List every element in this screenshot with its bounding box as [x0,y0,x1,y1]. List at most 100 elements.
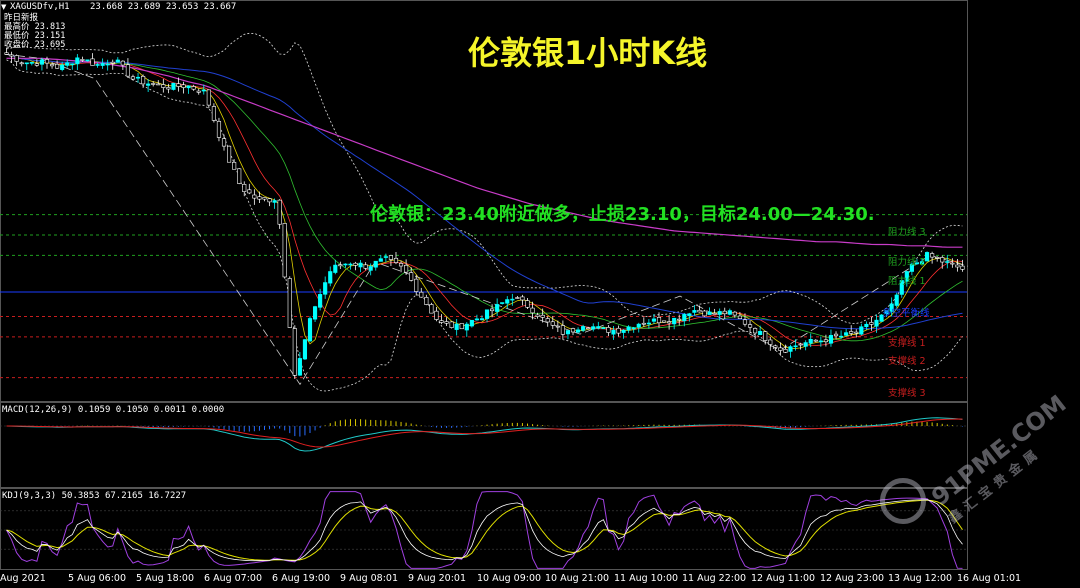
x-tick-label: 10 Aug 09:00 [477,573,542,584]
candle-body [404,264,409,273]
x-tick-label: 10 Aug 21:00 [545,573,610,584]
menu-arrow-icon[interactable]: ▼ [1,3,7,11]
candle-body [176,83,181,87]
ohlc-readout: 23.668 23.689 23.653 23.667 [90,2,237,12]
candle-body [874,319,879,327]
candle-body [70,63,75,66]
x-tick-label: 13 Aug 12:00 [888,573,953,584]
candle-body [677,318,682,321]
candle-body [323,282,328,295]
candle-body [510,298,515,301]
candle-body [737,315,742,319]
candle-body [601,327,606,330]
candle-body [545,318,550,323]
symbol-label: XAGUSDfv,H1 [10,2,70,12]
candle-body [292,328,297,376]
candle-body [682,314,687,322]
candle-body [252,194,257,199]
level-label-resistance-3: 阻力线 3 [888,227,926,238]
candle-body [277,199,282,225]
candle-body [318,294,323,308]
candle-body [125,64,130,77]
candle-body [495,304,500,312]
candle-body [747,324,753,328]
candle-body [945,261,950,263]
candle-body [44,59,50,64]
prev-close: 收盘价 23.695 [4,40,66,50]
candle-body [793,345,798,348]
ma-10-line [6,53,963,346]
candle-body [424,297,429,305]
candle-body [282,223,287,278]
candle-body [576,329,581,333]
candle-body [651,318,657,322]
x-tick-label: 9 Aug 20:01 [408,573,467,584]
candle-body [95,64,100,66]
candle-body [287,278,292,328]
candle-body [555,325,560,328]
candle-body [581,326,586,331]
candle-body [14,55,19,62]
candle-body [591,326,596,330]
candle-body [808,339,813,344]
candle-body [4,52,9,55]
candle-body [297,358,302,376]
candle-body [636,323,641,328]
candle-body [540,314,545,318]
candle-body [661,320,667,323]
candle-body [727,310,732,315]
ma-long-line [6,57,963,248]
candle-body [474,318,479,321]
candle-body [667,321,672,324]
candle-body [904,271,909,282]
candle-body [49,64,55,67]
candle-body [449,321,454,328]
candle-body [813,339,818,342]
candle-body [788,346,793,352]
candle-body [398,263,404,267]
candle-body [439,320,444,323]
candle-body [393,257,399,263]
candle-body [849,331,854,334]
candle-body [211,106,216,121]
candle-body [135,76,141,79]
candle-body [459,323,464,330]
x-tick-label: 11 Aug 10:00 [614,573,679,584]
candle-body [444,321,449,324]
candle-body [90,58,95,66]
candle-body [80,59,85,61]
candle-body [950,262,955,265]
candle-body [500,302,505,304]
x-tick-label: 12 Aug 11:00 [751,573,816,584]
candle-body [763,331,768,341]
candle-body [19,62,24,65]
candle-body [257,196,262,200]
candle-body [454,323,459,330]
candle-body [935,257,940,259]
candle-body [479,318,485,321]
candle-body [930,253,935,258]
band-lower-line [6,59,963,392]
level-label-support-1: 支撑线 1 [888,338,926,349]
kdj-k-line [6,499,963,562]
x-tick-label: 5 Aug 06:00 [68,573,127,584]
candle-body [818,340,823,343]
prev-high: 最高价 23.813 [4,22,66,32]
candle-body [626,326,631,331]
candle-body [560,325,565,335]
candle-body [778,347,783,351]
candle-body [823,339,828,343]
candle-body [565,330,571,335]
candle-body [227,145,232,163]
candle-body [525,300,530,308]
candle-body [262,197,267,200]
candle-body [621,329,626,333]
candle-body [672,317,677,325]
candle-body [773,345,778,348]
candle-body [247,189,252,194]
candle-body [302,339,308,360]
x-tick-label: 5 Aug 18:00 [136,573,195,584]
prev-day-label: 昨日新报 [4,13,39,23]
kdj-label: KDJ(9,3,3) 50.3853 67.2165 16.7227 [2,491,187,501]
candle-body [692,310,697,313]
